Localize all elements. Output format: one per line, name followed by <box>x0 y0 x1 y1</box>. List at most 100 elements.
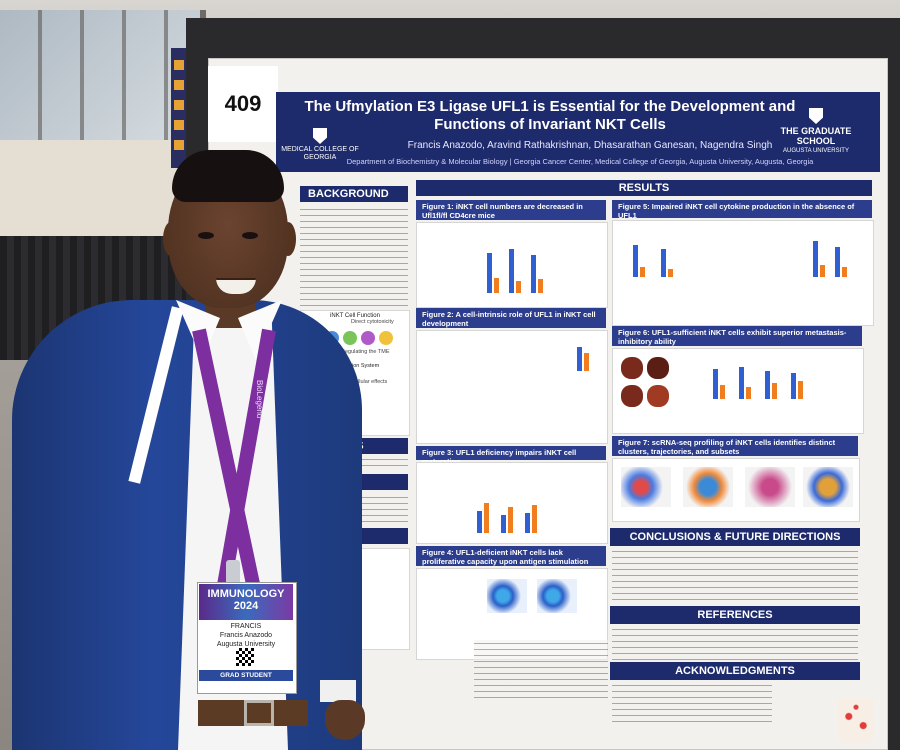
bar <box>538 279 543 293</box>
figure5-bars-right <box>813 237 847 277</box>
bar <box>798 381 803 399</box>
bar <box>772 383 777 399</box>
bar <box>835 247 840 277</box>
diagram-label-cytotoxicity: Direct cytotoxicity <box>351 319 394 325</box>
figure5-bars <box>633 237 673 277</box>
cell-icon <box>361 331 375 345</box>
bar <box>813 241 818 277</box>
figure6-panel <box>612 348 864 434</box>
lung-image <box>647 385 669 407</box>
figure2-title: Figure 2: A cell-intrinsic role of UFL1 … <box>416 308 606 328</box>
belt <box>198 700 308 726</box>
badge-institution: Augusta University <box>216 641 276 648</box>
bar <box>487 253 492 293</box>
badge-names: FRANCIS Francis Anazodo Augusta Universi… <box>199 622 293 649</box>
figure7-title: Figure 7: scRNA-seq profiling of iNKT ce… <box>612 436 858 456</box>
diagram-label-effects: Cellular effects <box>351 379 388 385</box>
poster-authors: Francis Anazodo, Aravind Rathakrishnan, … <box>407 140 773 151</box>
bar <box>508 507 513 533</box>
flow-plot <box>487 579 527 613</box>
badge-first-name: FRANCIS <box>230 623 262 630</box>
figure1-bars <box>487 233 543 293</box>
poster-affiliation: Department of Biochemistry & Molecular B… <box>346 157 814 166</box>
shield-icon <box>809 108 823 124</box>
bar <box>765 371 770 399</box>
bar <box>633 245 638 277</box>
bar <box>494 278 499 293</box>
figure3-title: Figure 3: UFL1 deficiency impairs iNKT c… <box>416 446 606 466</box>
hall-banner-pattern <box>174 60 184 160</box>
figure6-title: Figure 6: UFL1-sufficient iNKT cells exh… <box>612 326 862 346</box>
figure6-bars <box>713 359 803 399</box>
figure2-panel <box>416 330 608 444</box>
diagram-title: iNKT Cell Function <box>330 313 380 319</box>
paper-cup <box>838 698 874 744</box>
qr-code <box>236 648 254 666</box>
bar <box>484 503 489 533</box>
bar <box>532 505 537 533</box>
section-references: REFERENCES <box>610 606 860 624</box>
bar <box>739 367 744 399</box>
badge-full-name: Francis Anazodo <box>219 632 273 639</box>
bar <box>842 267 847 277</box>
figure4-title: Figure 4: UFL1-deficient iNKT cells lack… <box>416 546 606 566</box>
medical-college-logo: MEDICAL COLLEGE OF GEORGIA <box>280 128 360 162</box>
lung-image <box>647 357 669 379</box>
figure3-bars <box>477 473 537 533</box>
bar <box>577 347 582 371</box>
poster-title: The Ufmylation E3 Ligase UFL1 is Essenti… <box>304 98 796 133</box>
hand <box>325 700 365 740</box>
bar <box>509 249 514 293</box>
figure4-legend-text <box>474 640 608 700</box>
smile <box>216 278 256 294</box>
figure2-bars <box>577 341 589 371</box>
window-frames <box>0 10 200 150</box>
cell-icon <box>343 331 357 345</box>
logo-right-text: THE GRADUATE SCHOOL <box>780 126 852 146</box>
bar <box>668 269 673 277</box>
eye-right <box>242 232 258 239</box>
section-acknowledgments: ACKNOWLEDGMENTS <box>610 662 860 680</box>
diagram-label-tme: Regulating the TME <box>341 349 390 355</box>
figure5-title: Figure 5: Impaired iNKT cell cytokine pr… <box>612 200 872 220</box>
section-conclusions: CONCLUSIONS & FUTURE DIRECTIONS <box>610 528 860 546</box>
figure1-panel <box>416 222 608 308</box>
bar <box>531 255 536 293</box>
bar <box>791 373 796 399</box>
bar <box>746 387 751 399</box>
badge-clip <box>226 560 240 586</box>
hair <box>172 150 284 202</box>
bar <box>713 369 718 399</box>
badge-type: GRAD STUDENT <box>199 670 293 681</box>
cell-icon <box>379 331 393 345</box>
umap-plot <box>803 467 853 507</box>
umap-plot <box>683 467 733 507</box>
references-text <box>612 626 858 660</box>
shirt-cuff <box>320 680 356 702</box>
background-text <box>300 206 408 306</box>
flow-plot <box>537 579 577 613</box>
belt-buckle <box>244 700 274 726</box>
conclusions-text <box>612 548 858 604</box>
umap-plot <box>745 467 795 507</box>
lung-image <box>621 385 643 407</box>
bar <box>720 385 725 399</box>
lung-image <box>621 357 643 379</box>
eye-left <box>198 232 214 239</box>
graduate-school-logo: THE GRADUATE SCHOOL AUGUSTA UNIVERSITY <box>766 108 866 156</box>
bar <box>584 353 589 371</box>
umap-plot <box>621 467 671 507</box>
bar <box>820 265 825 277</box>
shield-icon <box>313 128 327 144</box>
badge-event: IMMUNOLOGY 2024 <box>199 584 293 620</box>
logo-right-subtext: AUGUSTA UNIVERSITY <box>783 148 849 154</box>
figure5-panel <box>612 220 874 326</box>
lanyard-brand: BioLegend <box>255 380 264 419</box>
board-number: 409 <box>208 66 278 142</box>
section-results: RESULTS <box>416 180 872 196</box>
logo-left-text: MEDICAL COLLEGE OF GEORGIA <box>281 146 359 161</box>
bar <box>477 511 482 533</box>
bar <box>516 281 521 293</box>
section-background: BACKGROUND <box>300 186 408 202</box>
bar <box>640 267 645 277</box>
